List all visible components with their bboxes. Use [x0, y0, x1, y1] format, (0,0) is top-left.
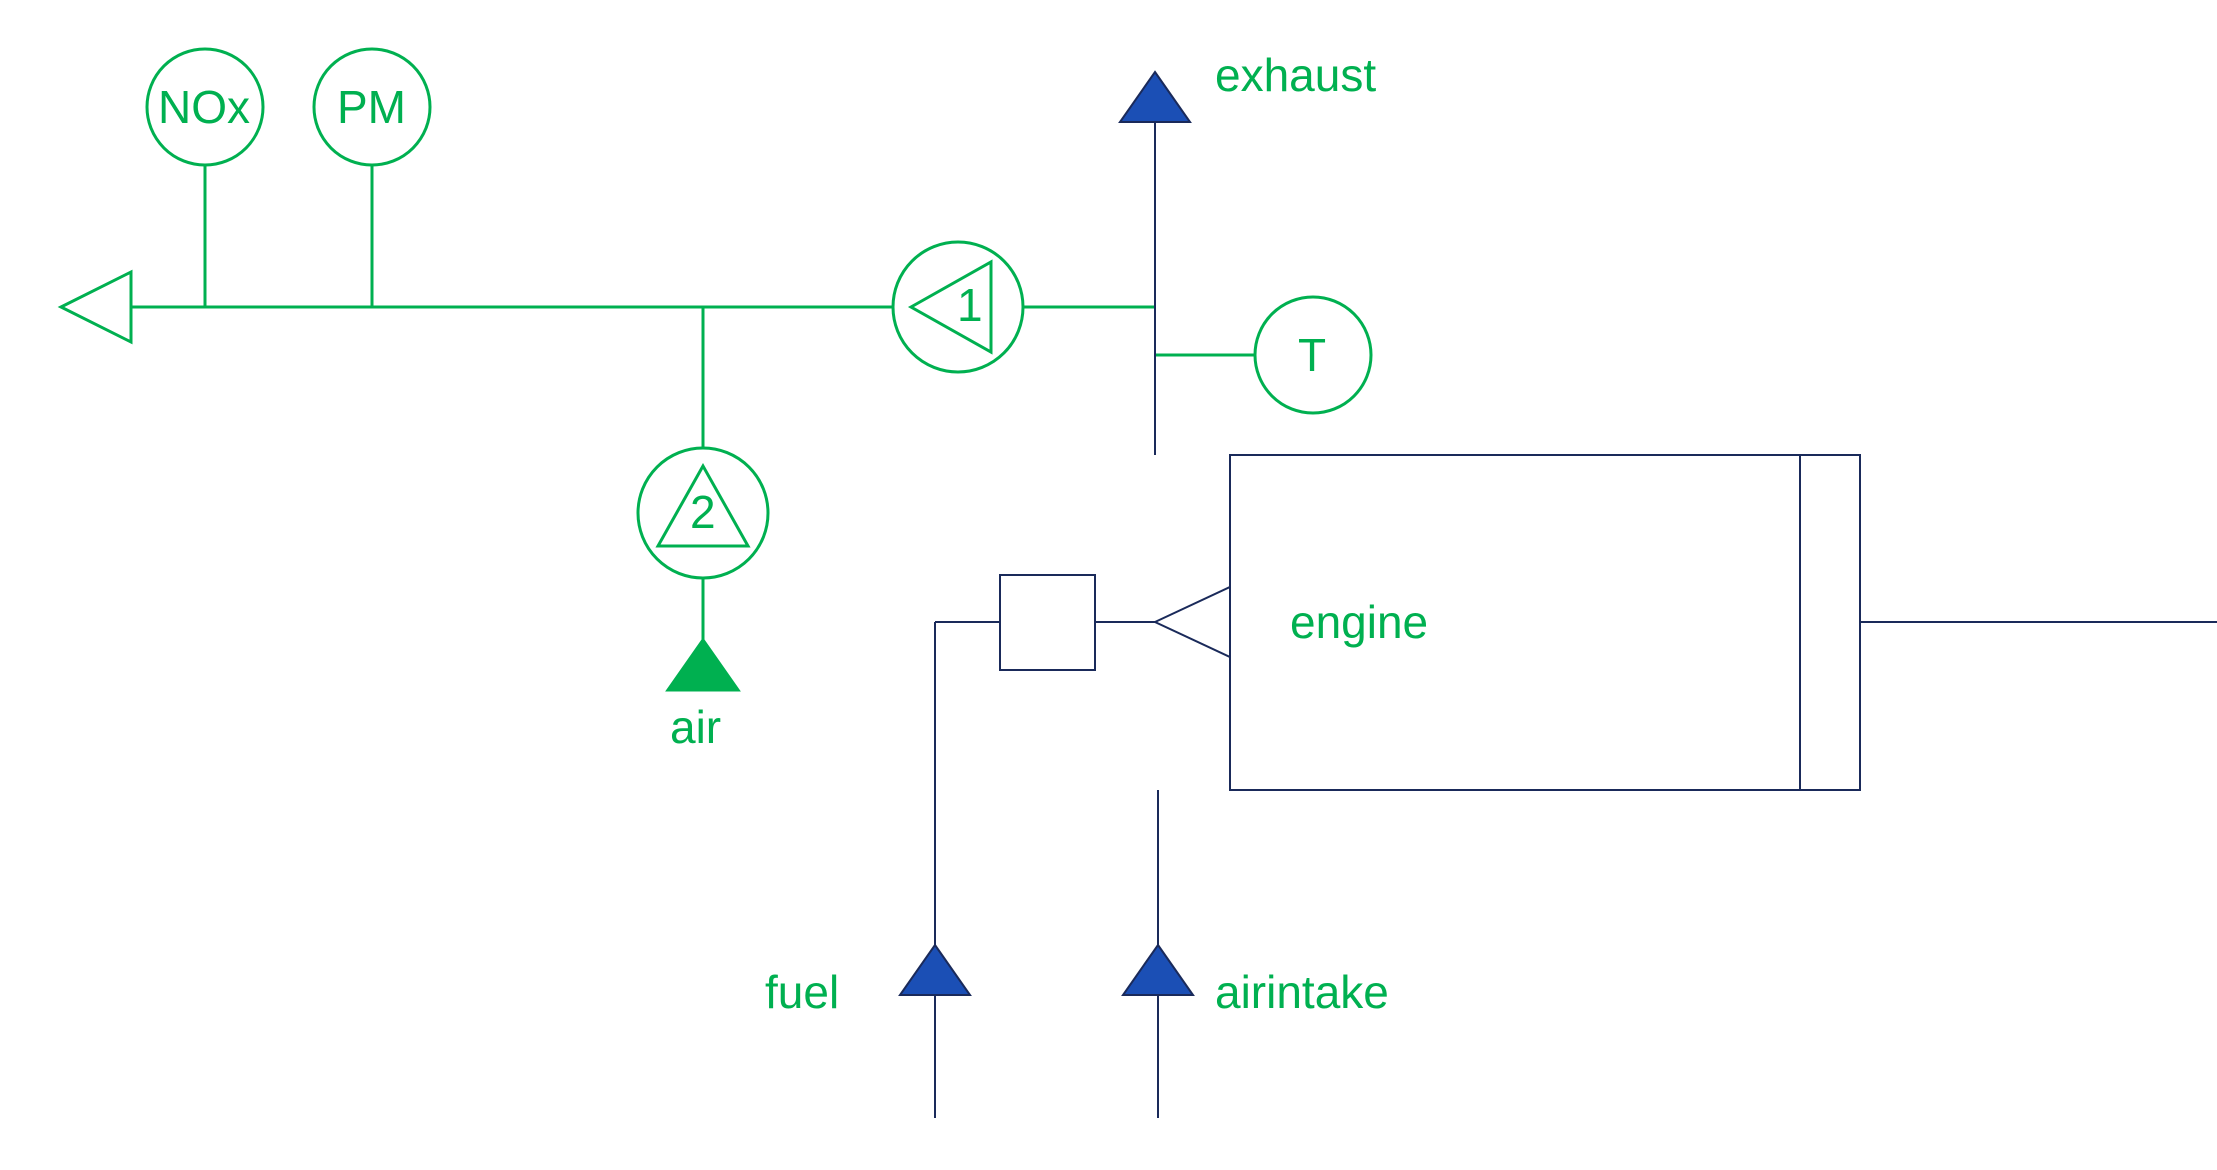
engine-diagram [0, 0, 2217, 1170]
engine-label: engine [1290, 595, 1428, 649]
fuel-arrow-icon [900, 945, 970, 995]
t-label: T [1298, 328, 1326, 382]
fuel-label: fuel [765, 965, 839, 1019]
node1-label: 1 [957, 278, 983, 332]
intake-triangle-icon [1155, 587, 1230, 657]
air-label: air [670, 700, 721, 754]
exhaust-arrow-icon [1120, 72, 1190, 122]
green-lines-group [131, 165, 1255, 640]
mixer-box [1000, 575, 1095, 670]
nox-label: NOx [158, 80, 250, 134]
engine-piston-rect [1800, 455, 1860, 790]
exhaust-label: exhaust [1215, 48, 1376, 102]
outlet-arrow-icon [61, 272, 131, 342]
pm-label: PM [337, 80, 406, 134]
airintake-label: airintake [1215, 965, 1389, 1019]
airintake-arrow-icon [1123, 945, 1193, 995]
navy-lines-group [935, 122, 2217, 1118]
node2-label: 2 [690, 485, 716, 539]
air-arrow-icon [668, 640, 738, 690]
